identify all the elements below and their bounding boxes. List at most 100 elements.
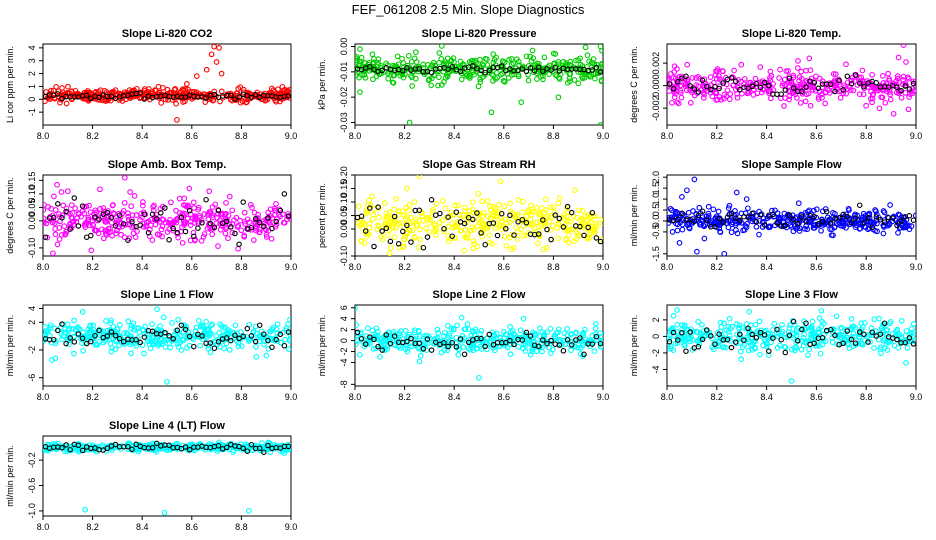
data-point xyxy=(511,244,517,251)
data-point xyxy=(376,214,382,221)
data-point xyxy=(242,221,248,227)
reference-point xyxy=(774,220,780,226)
reference-point xyxy=(716,215,722,222)
reference-point xyxy=(170,336,176,342)
data-point xyxy=(555,58,562,65)
data-point xyxy=(223,200,229,206)
data-point xyxy=(793,327,800,333)
data-point xyxy=(679,226,686,233)
data-point xyxy=(753,223,760,230)
reference-point xyxy=(145,229,152,236)
data-point xyxy=(160,84,166,91)
reference-point xyxy=(552,212,558,218)
data-point xyxy=(430,340,436,347)
data-point xyxy=(43,219,47,226)
data-point xyxy=(233,90,240,97)
data-point xyxy=(426,229,432,236)
reference-point xyxy=(589,67,596,73)
reference-point xyxy=(96,216,102,222)
data-point xyxy=(408,58,415,65)
data-point xyxy=(561,216,568,223)
panel-3: Slope Li-820 Temp.degrees C per min.8.0 8… xyxy=(629,28,922,141)
data-point xyxy=(222,217,229,224)
data-point xyxy=(527,53,533,60)
y-tick-label: -8 xyxy=(339,380,349,388)
reference-point xyxy=(675,79,681,85)
data-point xyxy=(533,331,540,337)
data-point xyxy=(484,198,491,204)
reference-point xyxy=(236,94,242,100)
data-point xyxy=(175,234,181,241)
data-point xyxy=(567,342,573,348)
data-point xyxy=(543,244,550,251)
reference-point xyxy=(782,222,789,229)
data-point xyxy=(674,329,680,335)
data-point xyxy=(780,80,786,87)
data-point xyxy=(90,322,96,329)
reference-point xyxy=(869,224,875,230)
data-point xyxy=(498,71,504,78)
data-point xyxy=(808,75,815,82)
reference-point xyxy=(902,339,908,346)
data-point xyxy=(827,226,833,232)
reference-point xyxy=(840,340,846,347)
data-point xyxy=(435,82,441,89)
data-point xyxy=(679,322,686,328)
reference-point xyxy=(498,63,505,69)
reference-point xyxy=(228,92,234,99)
data-point xyxy=(149,237,156,243)
data-point xyxy=(99,226,105,233)
data-point xyxy=(197,342,203,349)
data-point xyxy=(63,205,70,212)
y-tick-label: -2 xyxy=(651,349,661,357)
data-point xyxy=(158,445,164,452)
data-point xyxy=(128,325,134,332)
data-point xyxy=(589,226,596,233)
data-point xyxy=(128,322,135,329)
data-point xyxy=(415,327,422,334)
data-point xyxy=(209,204,216,210)
reference-point xyxy=(207,340,214,346)
data-point xyxy=(187,222,194,228)
data-point xyxy=(113,217,120,224)
y-tick-label: 0.002 xyxy=(651,52,661,75)
data-point xyxy=(767,68,774,75)
data-point xyxy=(848,77,855,84)
data-point xyxy=(534,219,540,226)
data-point xyxy=(555,200,562,207)
data-point xyxy=(492,225,498,232)
data-point xyxy=(395,208,402,215)
data-point xyxy=(385,75,392,82)
data-point xyxy=(580,223,586,230)
data-point xyxy=(195,318,202,324)
data-point xyxy=(366,231,372,238)
data-point xyxy=(471,328,477,335)
reference-point xyxy=(281,342,288,349)
data-point xyxy=(225,235,231,242)
data-point xyxy=(212,201,219,208)
data-point xyxy=(555,235,562,242)
data-point xyxy=(548,214,555,221)
data-point xyxy=(700,94,707,101)
reference-point xyxy=(910,341,916,347)
reference-point xyxy=(856,202,863,208)
outlier-point xyxy=(174,117,180,123)
reference-point xyxy=(535,231,542,237)
data-point xyxy=(405,207,412,214)
data-point xyxy=(436,50,443,56)
data-point xyxy=(525,207,532,214)
outlier-point xyxy=(245,508,252,514)
y-axis-label: ml/min per min. xyxy=(629,185,639,247)
reference-point xyxy=(441,340,447,346)
data-point xyxy=(882,99,889,106)
reference-point xyxy=(728,75,735,81)
reference-point xyxy=(408,335,414,342)
data-point xyxy=(756,208,762,215)
reference-point xyxy=(104,209,111,216)
reference-point xyxy=(240,445,246,452)
reference-point xyxy=(59,95,65,102)
data-point xyxy=(131,193,138,199)
reference-point xyxy=(269,344,275,350)
reference-point xyxy=(568,209,575,216)
